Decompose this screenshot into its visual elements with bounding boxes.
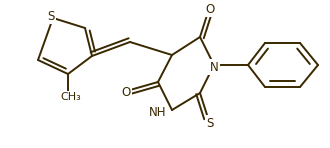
Text: O: O	[121, 86, 131, 99]
Text: S: S	[47, 9, 55, 22]
Text: S: S	[206, 116, 214, 130]
Text: N: N	[210, 61, 218, 74]
Text: O: O	[205, 3, 214, 16]
Text: CH₃: CH₃	[61, 92, 82, 102]
Text: NH: NH	[148, 106, 166, 119]
